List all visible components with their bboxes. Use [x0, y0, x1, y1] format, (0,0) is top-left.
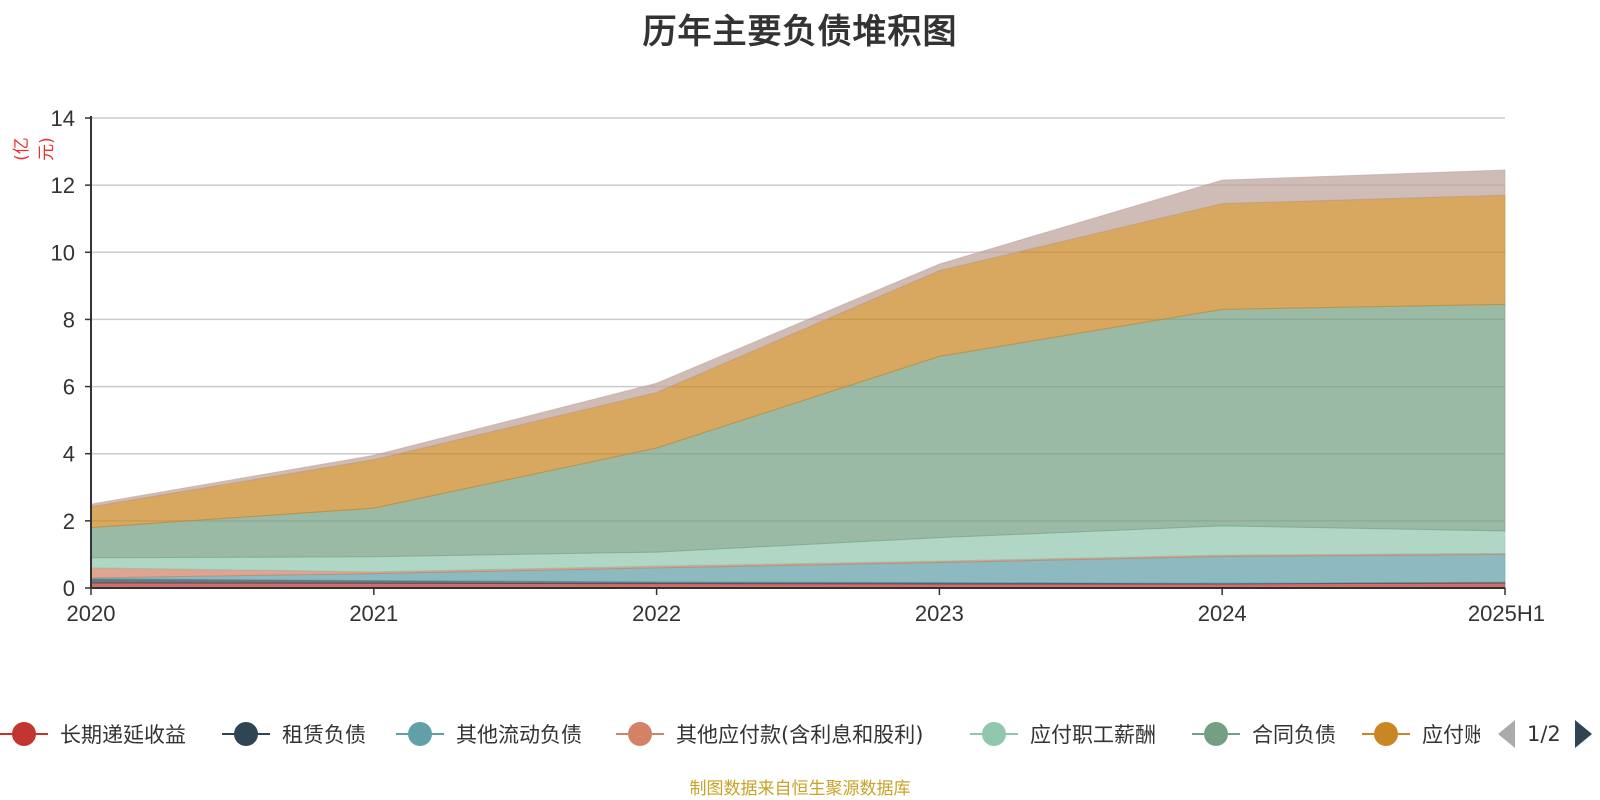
legend-marker-icon — [970, 722, 1018, 746]
legend-item-label: 应付职工薪酬 — [1030, 723, 1156, 747]
legend-item[interactable]: 租赁负债 — [222, 716, 366, 752]
x-tick-label: 2024 — [1198, 601, 1247, 626]
area-series-7 — [90, 169, 1506, 508]
legend-item[interactable]: 其他流动负债 — [396, 716, 582, 752]
legend-marker-icon — [222, 722, 270, 746]
y-tick-label: 6 — [63, 375, 75, 400]
y-tick-label: 2 — [63, 509, 75, 534]
axes: 0 2 4 6 8 10 12 14 2020 2021 2022 2023 2024 2025H1 — [51, 106, 1545, 626]
y-tick-label: 12 — [51, 173, 75, 198]
y-tick-label: 4 — [63, 442, 75, 467]
x-tick-label: 2020 — [67, 601, 116, 626]
legend-item-label: 租赁负债 — [282, 723, 366, 747]
legend-item[interactable]: 合同负债 — [1192, 716, 1336, 752]
legend: 长期递延收益 租赁负债 其他流动负债 其他应付款(含利息和股利) 应付职工薪酬 合同负债 应… — [0, 716, 1600, 756]
y-tick-label: 8 — [63, 307, 75, 332]
legend-marker-icon — [1362, 722, 1410, 746]
legend-item-label: 应付账款 — [1422, 723, 1480, 747]
legend-next-page-icon[interactable] — [1574, 720, 1592, 748]
legend-prev-page-icon[interactable] — [1498, 720, 1515, 748]
legend-item-label: 长期递延收益 — [60, 723, 186, 747]
legend-marker-icon — [1192, 722, 1240, 746]
legend-item[interactable]: 其他应付款(含利息和股利) — [616, 716, 923, 752]
legend-item[interactable]: 长期递延收益 — [0, 716, 186, 752]
legend-items: 长期递延收益 租赁负债 其他流动负债 其他应付款(含利息和股利) 应付职工薪酬 合同负债 应… — [0, 716, 1480, 756]
y-tick-label: 0 — [63, 576, 75, 601]
x-tick-label: 2022 — [632, 601, 681, 626]
legend-item-label: 合同负债 — [1252, 723, 1336, 747]
chart-title: 历年主要负债堆积图 — [642, 12, 958, 52]
legend-marker-icon — [396, 722, 444, 746]
legend-marker-icon — [616, 722, 664, 746]
legend-pager: 1/2 — [1498, 716, 1600, 752]
y-tick-label: 14 — [51, 106, 75, 131]
legend-item[interactable]: 应付职工薪酬 — [970, 716, 1156, 752]
x-tick-label: 2025H1 — [1468, 601, 1545, 626]
x-tick-label: 2023 — [915, 601, 964, 626]
legend-item-label: 其他应付款(含利息和股利) — [676, 723, 924, 747]
legend-marker-icon — [0, 722, 48, 746]
data-source-footer: 制图数据来自恒生聚源数据库 — [689, 779, 911, 799]
y-tick-label: 10 — [51, 240, 75, 265]
legend-item[interactable]: 应付账款 — [1362, 716, 1480, 752]
area-series — [90, 169, 1506, 589]
legend-item-label: 其他流动负债 — [456, 723, 582, 747]
legend-page-indicator: 1/2 — [1527, 722, 1561, 746]
x-tick-label: 2021 — [349, 601, 398, 626]
